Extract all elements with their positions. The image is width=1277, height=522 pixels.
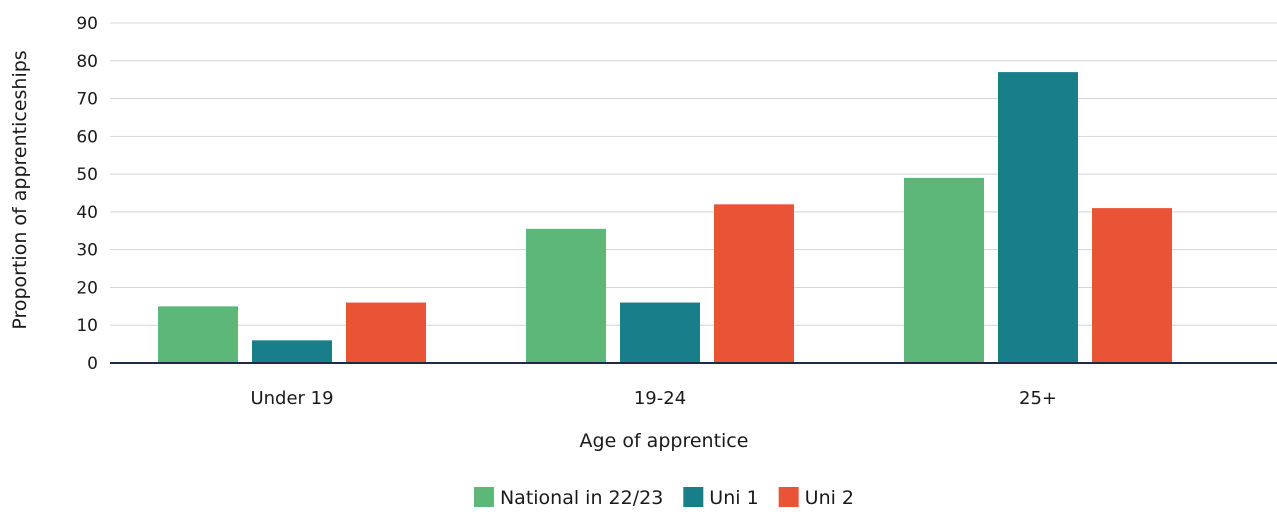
bar-national-in-22-23-19-24 bbox=[526, 228, 606, 363]
legend-label: Uni 1 bbox=[709, 487, 758, 509]
y-tick-label: 50 bbox=[76, 165, 98, 185]
x-tick-label: 19-24 bbox=[634, 388, 686, 409]
bar-uni-1-under-19 bbox=[252, 340, 332, 363]
legend-item: Uni 1 bbox=[683, 487, 759, 509]
legend-label: National in 22/23 bbox=[500, 487, 663, 509]
bars bbox=[158, 72, 1172, 363]
legend-swatch bbox=[778, 487, 799, 507]
bar-uni-2-25- bbox=[1092, 208, 1172, 363]
x-axis-ticks: Under 19 19-24 25+ bbox=[250, 388, 1057, 409]
legend-swatch bbox=[473, 487, 494, 507]
x-axis-title: Age of apprentice bbox=[580, 430, 749, 452]
y-tick-label: 20 bbox=[76, 278, 98, 298]
y-tick-label: 40 bbox=[76, 203, 98, 223]
y-tick-label: 10 bbox=[76, 316, 98, 336]
legend: National in 22/23 Uni 1 Uni 2 bbox=[473, 487, 854, 509]
y-tick-label: 90 bbox=[76, 14, 98, 34]
gridlines bbox=[110, 22, 1277, 326]
bar-uni-2-under-19 bbox=[346, 302, 426, 363]
bar-uni-1-25- bbox=[998, 72, 1078, 363]
y-tick-label: 30 bbox=[76, 241, 98, 261]
legend-swatch bbox=[683, 487, 704, 507]
y-axis-title: Proportion of apprenticeships bbox=[9, 50, 31, 329]
bar-uni-1-19-24 bbox=[620, 302, 700, 363]
y-tick-label: 0 bbox=[87, 354, 98, 374]
bar-national-in-22-23-under-19 bbox=[158, 306, 238, 363]
bar-national-in-22-23-25- bbox=[904, 177, 984, 363]
y-tick-label: 80 bbox=[76, 52, 98, 72]
y-tick-label: 60 bbox=[76, 127, 98, 147]
legend-label: Uni 2 bbox=[805, 487, 854, 509]
legend-item: Uni 2 bbox=[778, 487, 854, 509]
bar-uni-2-19-24 bbox=[714, 204, 794, 363]
legend-item: National in 22/23 bbox=[473, 487, 663, 509]
y-tick-label: 70 bbox=[76, 90, 98, 110]
x-tick-label: Under 19 bbox=[250, 388, 333, 409]
y-axis-ticks: 0 10 20 30 40 50 60 70 80 90 bbox=[76, 14, 98, 374]
x-tick-label: 25+ bbox=[1019, 388, 1057, 409]
